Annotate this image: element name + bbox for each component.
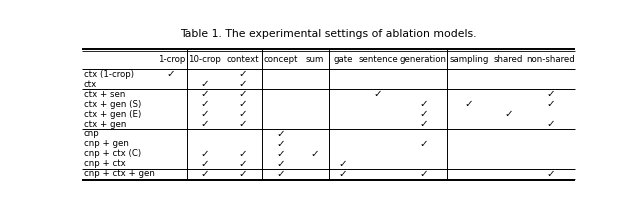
- Text: ctx + gen (E): ctx + gen (E): [84, 110, 141, 119]
- Text: ✓: ✓: [200, 99, 209, 109]
- Text: ✓: ✓: [276, 139, 285, 149]
- Text: ctx + sen: ctx + sen: [84, 90, 125, 99]
- Text: ctx: ctx: [84, 80, 97, 89]
- Text: ✓: ✓: [238, 119, 247, 129]
- Text: ✓: ✓: [276, 129, 285, 139]
- Text: ✓: ✓: [238, 159, 247, 169]
- Text: ✓: ✓: [200, 89, 209, 99]
- Text: ✓: ✓: [465, 99, 474, 109]
- Text: ✓: ✓: [167, 69, 175, 79]
- Text: ✓: ✓: [238, 149, 247, 159]
- Text: ✓: ✓: [276, 169, 285, 179]
- Text: ✓: ✓: [238, 89, 247, 99]
- Text: ✓: ✓: [276, 159, 285, 169]
- Text: 10-crop: 10-crop: [188, 55, 221, 64]
- Text: context: context: [226, 55, 259, 64]
- Text: concept: concept: [264, 55, 298, 64]
- Text: ✓: ✓: [200, 119, 209, 129]
- Text: 1-crop: 1-crop: [157, 55, 185, 64]
- Text: cnp + ctx (C): cnp + ctx (C): [84, 149, 141, 158]
- Text: ✓: ✓: [200, 169, 209, 179]
- Text: ✓: ✓: [374, 89, 383, 99]
- Text: ctx (1-crop): ctx (1-crop): [84, 70, 134, 79]
- Text: ✓: ✓: [238, 169, 247, 179]
- Text: ✓: ✓: [419, 119, 428, 129]
- Text: ✓: ✓: [419, 109, 428, 119]
- Text: ✓: ✓: [276, 149, 285, 159]
- Text: ✓: ✓: [547, 169, 556, 179]
- Text: ✓: ✓: [238, 69, 247, 79]
- Text: ✓: ✓: [339, 169, 348, 179]
- Text: ✓: ✓: [200, 79, 209, 89]
- Text: ✓: ✓: [200, 159, 209, 169]
- Text: sampling: sampling: [449, 55, 488, 64]
- Text: shared: shared: [494, 55, 524, 64]
- Text: cnp + gen: cnp + gen: [84, 139, 129, 149]
- Text: non-shared: non-shared: [527, 55, 575, 64]
- Text: ✓: ✓: [547, 119, 556, 129]
- Text: generation: generation: [400, 55, 447, 64]
- Text: ✓: ✓: [200, 109, 209, 119]
- Text: ✓: ✓: [310, 149, 319, 159]
- Text: ✓: ✓: [339, 159, 348, 169]
- Text: gate: gate: [333, 55, 353, 64]
- Text: cnp + ctx + gen: cnp + ctx + gen: [84, 169, 155, 178]
- Text: ✓: ✓: [419, 99, 428, 109]
- Text: ✓: ✓: [200, 149, 209, 159]
- Text: cnp: cnp: [84, 130, 100, 138]
- Text: ✓: ✓: [547, 99, 556, 109]
- Text: ✓: ✓: [238, 79, 247, 89]
- Text: ✓: ✓: [238, 109, 247, 119]
- Text: ✓: ✓: [547, 89, 556, 99]
- Text: ctx + gen: ctx + gen: [84, 119, 126, 128]
- Text: ctx + gen (S): ctx + gen (S): [84, 100, 141, 109]
- Text: cnp + ctx: cnp + ctx: [84, 159, 125, 168]
- Text: ✓: ✓: [504, 109, 513, 119]
- Text: ✓: ✓: [419, 139, 428, 149]
- Text: ✓: ✓: [238, 99, 247, 109]
- Text: sentence: sentence: [358, 55, 398, 64]
- Text: Table 1. The experimental settings of ablation models.: Table 1. The experimental settings of ab…: [180, 29, 476, 39]
- Text: ✓: ✓: [419, 169, 428, 179]
- Text: sum: sum: [305, 55, 324, 64]
